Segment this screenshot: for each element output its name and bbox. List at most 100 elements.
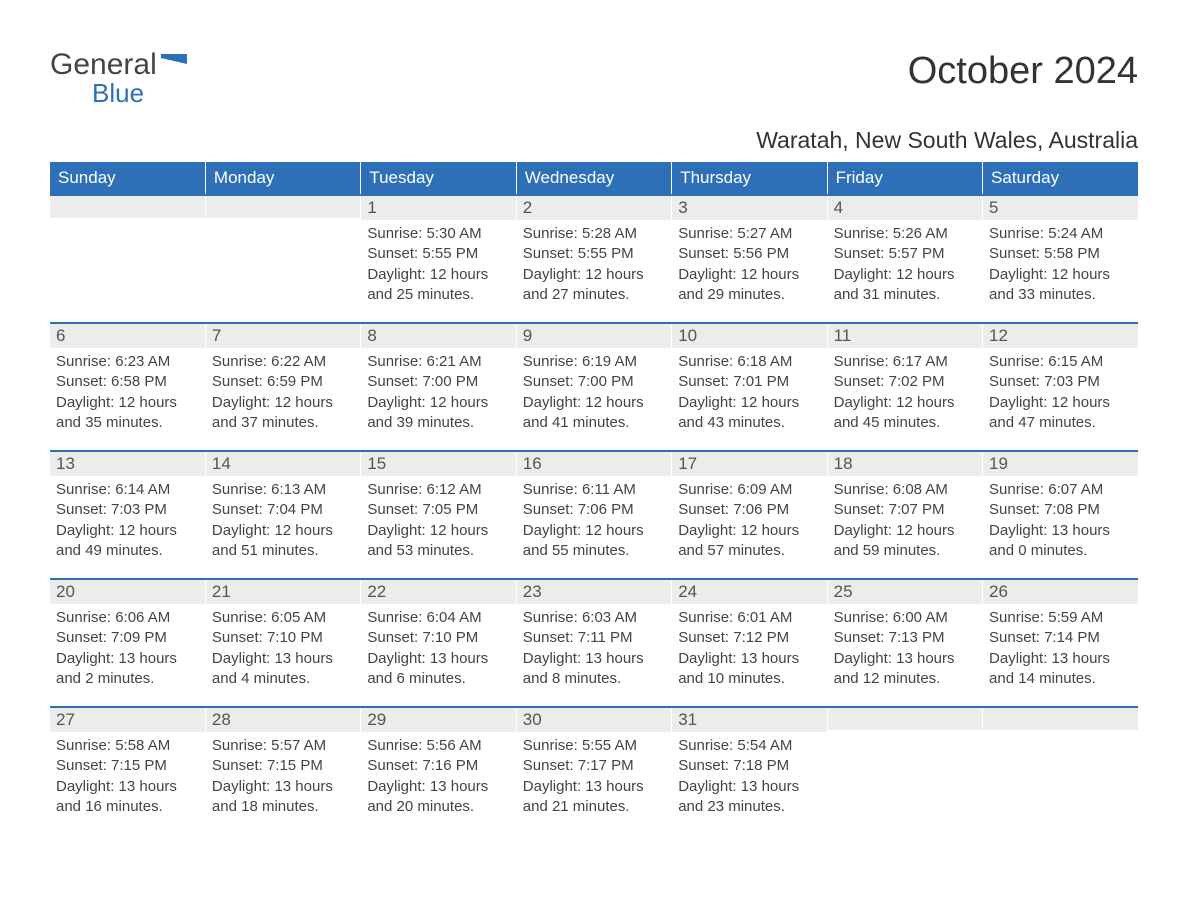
day-number: 24: [672, 580, 826, 604]
day-number: [206, 196, 360, 218]
day-number: 10: [672, 324, 826, 348]
day-number: 12: [983, 324, 1138, 348]
day-details: Sunrise: 6:07 AMSunset: 7:08 PMDaylight:…: [983, 476, 1138, 563]
calendar-cell: 7Sunrise: 6:22 AMSunset: 6:59 PMDaylight…: [205, 323, 360, 451]
day-details: Sunrise: 6:13 AMSunset: 7:04 PMDaylight:…: [206, 476, 360, 563]
day-number: 20: [50, 580, 205, 604]
day-details: Sunrise: 6:08 AMSunset: 7:07 PMDaylight:…: [828, 476, 982, 563]
day-details: Sunrise: 5:57 AMSunset: 7:15 PMDaylight:…: [206, 732, 360, 819]
calendar-cell: [205, 195, 360, 323]
day-details: Sunrise: 6:14 AMSunset: 7:03 PMDaylight:…: [50, 476, 205, 563]
calendar-cell: 28Sunrise: 5:57 AMSunset: 7:15 PMDayligh…: [205, 707, 360, 835]
day-number: 15: [361, 452, 515, 476]
calendar-cell: 31Sunrise: 5:54 AMSunset: 7:18 PMDayligh…: [672, 707, 827, 835]
day-number: 7: [206, 324, 360, 348]
day-details: Sunrise: 6:03 AMSunset: 7:11 PMDaylight:…: [517, 604, 671, 691]
calendar-cell: [50, 195, 205, 323]
calendar-cell: 27Sunrise: 5:58 AMSunset: 7:15 PMDayligh…: [50, 707, 205, 835]
weekday-header: Monday: [205, 162, 360, 195]
day-details: Sunrise: 6:05 AMSunset: 7:10 PMDaylight:…: [206, 604, 360, 691]
calendar-cell: 12Sunrise: 6:15 AMSunset: 7:03 PMDayligh…: [983, 323, 1138, 451]
calendar-cell: 15Sunrise: 6:12 AMSunset: 7:05 PMDayligh…: [361, 451, 516, 579]
calendar-cell: 5Sunrise: 5:24 AMSunset: 5:58 PMDaylight…: [983, 195, 1138, 323]
calendar-cell: 9Sunrise: 6:19 AMSunset: 7:00 PMDaylight…: [516, 323, 671, 451]
day-number: [983, 708, 1138, 730]
day-details: Sunrise: 6:12 AMSunset: 7:05 PMDaylight:…: [361, 476, 515, 563]
day-number: 5: [983, 196, 1138, 220]
day-number: 31: [672, 708, 826, 732]
logo-general: General: [50, 50, 157, 80]
calendar-cell: 4Sunrise: 5:26 AMSunset: 5:57 PMDaylight…: [827, 195, 982, 323]
day-number: 25: [828, 580, 982, 604]
day-details: Sunrise: 5:30 AMSunset: 5:55 PMDaylight:…: [361, 220, 515, 307]
calendar-cell: 23Sunrise: 6:03 AMSunset: 7:11 PMDayligh…: [516, 579, 671, 707]
calendar-cell: 30Sunrise: 5:55 AMSunset: 7:17 PMDayligh…: [516, 707, 671, 835]
day-number: 3: [672, 196, 826, 220]
day-details: Sunrise: 6:19 AMSunset: 7:00 PMDaylight:…: [517, 348, 671, 435]
calendar-cell: 21Sunrise: 6:05 AMSunset: 7:10 PMDayligh…: [205, 579, 360, 707]
calendar-cell: 17Sunrise: 6:09 AMSunset: 7:06 PMDayligh…: [672, 451, 827, 579]
day-details: Sunrise: 6:21 AMSunset: 7:00 PMDaylight:…: [361, 348, 515, 435]
day-details: Sunrise: 6:23 AMSunset: 6:58 PMDaylight:…: [50, 348, 205, 435]
day-number: 18: [828, 452, 982, 476]
calendar-cell: 29Sunrise: 5:56 AMSunset: 7:16 PMDayligh…: [361, 707, 516, 835]
calendar-cell: 19Sunrise: 6:07 AMSunset: 7:08 PMDayligh…: [983, 451, 1138, 579]
day-details: Sunrise: 6:06 AMSunset: 7:09 PMDaylight:…: [50, 604, 205, 691]
title-block: October 2024: [908, 50, 1138, 93]
day-details: Sunrise: 5:56 AMSunset: 7:16 PMDaylight:…: [361, 732, 515, 819]
calendar-cell: 26Sunrise: 5:59 AMSunset: 7:14 PMDayligh…: [983, 579, 1138, 707]
weekday-header: Friday: [827, 162, 982, 195]
day-number: 14: [206, 452, 360, 476]
logo-flag-icon: [161, 52, 187, 70]
calendar-cell: 11Sunrise: 6:17 AMSunset: 7:02 PMDayligh…: [827, 323, 982, 451]
day-details: Sunrise: 6:01 AMSunset: 7:12 PMDaylight:…: [672, 604, 826, 691]
calendar-cell: 8Sunrise: 6:21 AMSunset: 7:00 PMDaylight…: [361, 323, 516, 451]
logo: General Blue: [50, 50, 187, 109]
calendar-table: SundayMondayTuesdayWednesdayThursdayFrid…: [50, 162, 1138, 835]
logo-blue: Blue: [92, 78, 187, 109]
calendar-cell: 10Sunrise: 6:18 AMSunset: 7:01 PMDayligh…: [672, 323, 827, 451]
day-number: 17: [672, 452, 826, 476]
calendar-cell: [827, 707, 982, 835]
day-number: [50, 196, 205, 218]
day-details: Sunrise: 5:58 AMSunset: 7:15 PMDaylight:…: [50, 732, 205, 819]
day-number: 4: [828, 196, 982, 220]
day-details: Sunrise: 6:11 AMSunset: 7:06 PMDaylight:…: [517, 476, 671, 563]
day-details: Sunrise: 5:27 AMSunset: 5:56 PMDaylight:…: [672, 220, 826, 307]
day-details: Sunrise: 6:18 AMSunset: 7:01 PMDaylight:…: [672, 348, 826, 435]
calendar-cell: 18Sunrise: 6:08 AMSunset: 7:07 PMDayligh…: [827, 451, 982, 579]
calendar-cell: 20Sunrise: 6:06 AMSunset: 7:09 PMDayligh…: [50, 579, 205, 707]
day-number: 19: [983, 452, 1138, 476]
day-details: Sunrise: 6:04 AMSunset: 7:10 PMDaylight:…: [361, 604, 515, 691]
day-number: 23: [517, 580, 671, 604]
weekday-header: Sunday: [50, 162, 205, 195]
location-label: Waratah, New South Wales, Australia: [50, 127, 1138, 154]
day-number: 26: [983, 580, 1138, 604]
day-details: Sunrise: 6:15 AMSunset: 7:03 PMDaylight:…: [983, 348, 1138, 435]
day-number: 13: [50, 452, 205, 476]
day-details: Sunrise: 5:55 AMSunset: 7:17 PMDaylight:…: [517, 732, 671, 819]
day-details: Sunrise: 6:09 AMSunset: 7:06 PMDaylight:…: [672, 476, 826, 563]
day-number: 9: [517, 324, 671, 348]
day-details: Sunrise: 5:24 AMSunset: 5:58 PMDaylight:…: [983, 220, 1138, 307]
day-number: 6: [50, 324, 205, 348]
day-details: Sunrise: 5:26 AMSunset: 5:57 PMDaylight:…: [828, 220, 982, 307]
day-details: Sunrise: 5:28 AMSunset: 5:55 PMDaylight:…: [517, 220, 671, 307]
calendar-cell: [983, 707, 1138, 835]
day-details: Sunrise: 5:59 AMSunset: 7:14 PMDaylight:…: [983, 604, 1138, 691]
calendar-cell: 13Sunrise: 6:14 AMSunset: 7:03 PMDayligh…: [50, 451, 205, 579]
day-details: Sunrise: 6:17 AMSunset: 7:02 PMDaylight:…: [828, 348, 982, 435]
day-number: 16: [517, 452, 671, 476]
day-number: 21: [206, 580, 360, 604]
day-number: 28: [206, 708, 360, 732]
weekday-header: Tuesday: [361, 162, 516, 195]
calendar-cell: 2Sunrise: 5:28 AMSunset: 5:55 PMDaylight…: [516, 195, 671, 323]
day-number: 30: [517, 708, 671, 732]
calendar-cell: 16Sunrise: 6:11 AMSunset: 7:06 PMDayligh…: [516, 451, 671, 579]
weekday-header: Wednesday: [516, 162, 671, 195]
day-number: [828, 708, 982, 730]
weekday-header: Saturday: [983, 162, 1138, 195]
day-details: Sunrise: 6:00 AMSunset: 7:13 PMDaylight:…: [828, 604, 982, 691]
day-number: 29: [361, 708, 515, 732]
day-number: 8: [361, 324, 515, 348]
